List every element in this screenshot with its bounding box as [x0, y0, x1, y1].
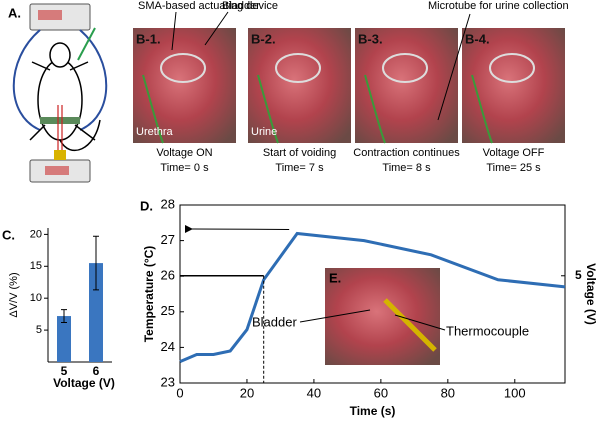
photo: [133, 28, 236, 143]
annotation: Urine: [251, 126, 277, 138]
inset-label: E.: [329, 270, 341, 285]
wires: [471, 74, 493, 144]
y-tick-label: 23: [161, 374, 175, 389]
annotation: Urethra: [136, 126, 174, 138]
thermocouple-probe: [383, 298, 437, 352]
caption: Voltage OFF: [483, 147, 545, 159]
device: [160, 53, 206, 83]
schematic: A.: [8, 3, 108, 183]
bar: [57, 316, 71, 362]
pointer: [437, 13, 471, 121]
x-tick-label: 60: [374, 385, 388, 400]
x-tick-label: 5: [61, 364, 68, 378]
time: Time= 25 s: [486, 162, 541, 174]
device: [489, 53, 535, 83]
pointer: [394, 314, 446, 331]
device: [275, 53, 321, 83]
x-tick-label: 0: [176, 385, 183, 400]
y-axis-label: ΔV/V (%): [8, 272, 20, 317]
wires: [142, 74, 164, 144]
y-tick-label: 5: [36, 324, 42, 336]
caption: Voltage ON: [156, 147, 212, 159]
inset-annotation: Bladder: [252, 314, 297, 329]
y-tick-label: 10: [30, 292, 42, 304]
photo: [248, 28, 351, 143]
panel-label: A.: [8, 5, 21, 20]
photo-label: B-4.: [465, 31, 490, 46]
device: [382, 53, 428, 83]
pointer: [299, 309, 371, 323]
bar: [89, 263, 103, 362]
y-tick-label: 26: [161, 268, 175, 283]
annotation: Microtube for urine collection: [428, 0, 569, 12]
time: Time= 8 s: [382, 162, 431, 174]
caption: Contraction continues: [353, 147, 460, 159]
error-bar: [93, 235, 99, 291]
plot-frame: [179, 204, 566, 384]
y-tick-label: 15: [30, 260, 42, 272]
wires: [257, 74, 279, 144]
y-tick-label: 20: [30, 228, 42, 240]
y-axis-label: Temperature (°C): [142, 246, 156, 343]
panel-label: D.: [140, 198, 153, 213]
inset-annotation: Thermocouple: [446, 323, 529, 338]
y-tick-label: 24: [161, 339, 175, 354]
photo: [462, 28, 565, 143]
x-axis-label: Voltage (V): [53, 376, 115, 390]
x-tick-label: 6: [93, 364, 100, 378]
wires: [364, 74, 386, 144]
temperature-line: [179, 231, 566, 364]
caption: Start of voiding: [263, 147, 336, 159]
photo: [355, 28, 458, 143]
x-tick-label: 20: [240, 385, 254, 400]
x-axis-label: Time (s): [350, 404, 396, 418]
annotation: SMA-based actuating device: [138, 0, 278, 12]
y-tick-label: 25: [161, 303, 175, 318]
photo-label: B-3.: [358, 31, 383, 46]
y2-tick-label: 5: [575, 268, 582, 282]
time: Time= 7 s: [275, 162, 324, 174]
x-tick-label: 100: [504, 385, 526, 400]
y-tick-label: 27: [161, 232, 175, 247]
pointer: [171, 11, 229, 51]
photo-label: B-1.: [136, 31, 161, 46]
x-tick-label: 80: [441, 385, 455, 400]
y-tick-label: 28: [161, 196, 175, 211]
y2-axis-label: Voltage (V): [584, 263, 598, 325]
time: Time= 0 s: [160, 162, 209, 174]
annotation: Bladder: [222, 0, 260, 12]
x-tick-label: 40: [307, 385, 321, 400]
panel-label: C.: [2, 227, 15, 242]
error-bar: [61, 309, 67, 323]
inset-photo: [325, 268, 440, 365]
photo-label: B-2.: [251, 31, 276, 46]
